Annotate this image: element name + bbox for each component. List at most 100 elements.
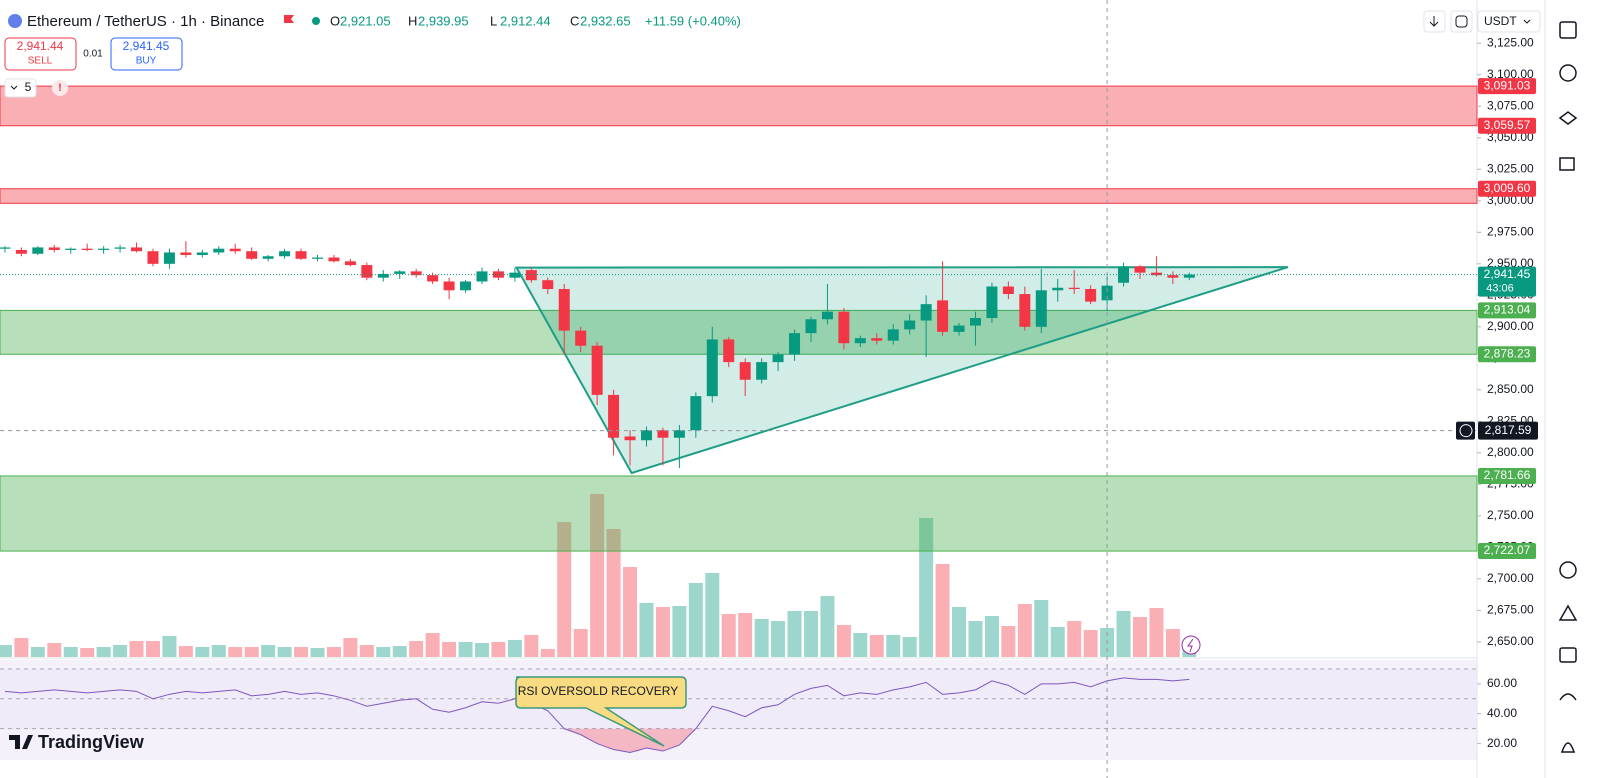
price-label-bg bbox=[1478, 180, 1536, 197]
volume-bar bbox=[639, 603, 654, 657]
sell-price[interactable]: 2,941.44 bbox=[17, 39, 64, 53]
ohlc-key: O bbox=[330, 13, 340, 28]
volume-bar bbox=[869, 635, 884, 657]
volume-bar bbox=[491, 642, 506, 657]
candle-body bbox=[1183, 274, 1195, 278]
tool-icon[interactable] bbox=[1559, 64, 1577, 82]
rsi-line bbox=[4, 677, 1190, 754]
price-label: 2,781.66 bbox=[1484, 468, 1531, 482]
candle-body bbox=[163, 252, 175, 264]
candle-body bbox=[575, 330, 587, 346]
flag-icon[interactable] bbox=[284, 15, 294, 23]
volume-bar bbox=[30, 647, 45, 657]
volume-bar bbox=[606, 529, 621, 657]
tool-icon[interactable] bbox=[1559, 157, 1575, 171]
candle-body bbox=[246, 251, 258, 259]
price-label: 2,913.04 bbox=[1484, 303, 1531, 317]
candle-body bbox=[1002, 286, 1014, 295]
candle-body bbox=[311, 257, 323, 259]
candle-body bbox=[1167, 275, 1179, 278]
buy-label[interactable]: BUY bbox=[136, 56, 157, 67]
ohlc-value: 2,932.65 bbox=[580, 13, 631, 28]
candle-body bbox=[690, 396, 702, 431]
volume-bar bbox=[162, 636, 177, 657]
crosshair-label-bg bbox=[1478, 421, 1538, 440]
candle-body bbox=[657, 430, 669, 438]
tool-icon[interactable] bbox=[1558, 111, 1578, 125]
price-label-bg bbox=[1478, 467, 1536, 484]
volume-bar bbox=[968, 621, 983, 657]
volume-bar bbox=[557, 522, 572, 657]
zone bbox=[0, 188, 1478, 204]
brand-logo[interactable] bbox=[9, 735, 33, 749]
tool-icon[interactable] bbox=[1560, 742, 1576, 753]
right-toolbar bbox=[1558, 21, 1578, 753]
candle-body bbox=[1052, 287, 1064, 291]
volume-bar bbox=[1034, 600, 1049, 657]
ohlc-value: 2,921.05 bbox=[340, 13, 391, 28]
volume-bar bbox=[211, 645, 226, 657]
candle-body bbox=[739, 362, 751, 380]
y-tick-label: 2,675.00 bbox=[1487, 603, 1534, 617]
volume-bar bbox=[310, 648, 325, 657]
candle-body bbox=[887, 329, 899, 341]
buy-price[interactable]: 2,941.45 bbox=[123, 39, 170, 53]
volume-bar bbox=[0, 645, 12, 657]
candle-body bbox=[821, 311, 833, 320]
volume-bar bbox=[442, 642, 457, 657]
currency-select[interactable] bbox=[1477, 10, 1541, 33]
volume-bar bbox=[47, 643, 62, 657]
volume-bar bbox=[1165, 629, 1180, 657]
candle-body bbox=[476, 271, 488, 282]
chevron bbox=[10, 85, 18, 90]
volume-bar bbox=[1067, 621, 1082, 657]
reset-button[interactable] bbox=[1450, 10, 1473, 33]
tool-icon[interactable] bbox=[1558, 604, 1578, 621]
candle-body bbox=[789, 333, 801, 355]
candle-body bbox=[986, 286, 998, 319]
y-tick-label: 2,700.00 bbox=[1487, 571, 1534, 585]
alert-bg[interactable] bbox=[52, 80, 68, 96]
candle-body bbox=[377, 273, 389, 278]
candle-body bbox=[953, 325, 965, 332]
flash-icon[interactable] bbox=[1181, 635, 1201, 655]
zone bbox=[0, 475, 1478, 552]
tool-icon[interactable] bbox=[1559, 647, 1577, 663]
candle-body bbox=[706, 339, 718, 397]
change: +11.59 (+0.40%) bbox=[645, 13, 741, 28]
tool-icon[interactable] bbox=[1559, 693, 1577, 701]
alert-icon[interactable]: ! bbox=[58, 82, 62, 94]
sell-label[interactable]: SELL bbox=[28, 56, 53, 67]
triangle-pattern bbox=[514, 266, 1289, 475]
volume-bar bbox=[655, 607, 670, 657]
price-label-bg bbox=[1478, 78, 1536, 95]
tool-icon[interactable] bbox=[1559, 21, 1577, 39]
rsi-tick-label: 20.00 bbox=[1487, 736, 1517, 750]
tool-icon[interactable] bbox=[1559, 561, 1577, 579]
candle-body bbox=[871, 338, 883, 341]
y-tick-label: 2,850.00 bbox=[1487, 382, 1534, 396]
volume-bar bbox=[672, 606, 687, 657]
volume-bar bbox=[409, 641, 424, 657]
volume-bar bbox=[623, 567, 638, 657]
volume-bar bbox=[853, 633, 868, 657]
reset-icon bbox=[1455, 15, 1468, 28]
brand[interactable]: TradingView bbox=[38, 732, 145, 752]
symbol-title[interactable]: Ethereum / TetherUS · 1h · Binance bbox=[27, 13, 264, 30]
sell-button[interactable] bbox=[4, 37, 77, 71]
volume-bar bbox=[886, 635, 901, 657]
volume-bar bbox=[754, 619, 769, 657]
volume-bar bbox=[952, 607, 967, 657]
volume-bar bbox=[145, 641, 160, 657]
candle-body bbox=[0, 247, 11, 249]
currency[interactable]: USDT bbox=[1484, 14, 1517, 28]
candle-body bbox=[624, 436, 636, 441]
candle-body bbox=[640, 430, 652, 441]
indicators-count[interactable]: 5 bbox=[25, 80, 32, 94]
candle-body bbox=[229, 248, 241, 252]
volume-bar bbox=[787, 611, 802, 657]
buy-button[interactable] bbox=[110, 37, 183, 71]
volume-bar bbox=[129, 641, 144, 657]
candle-body bbox=[147, 251, 159, 264]
indicators-toggle[interactable] bbox=[4, 78, 37, 98]
